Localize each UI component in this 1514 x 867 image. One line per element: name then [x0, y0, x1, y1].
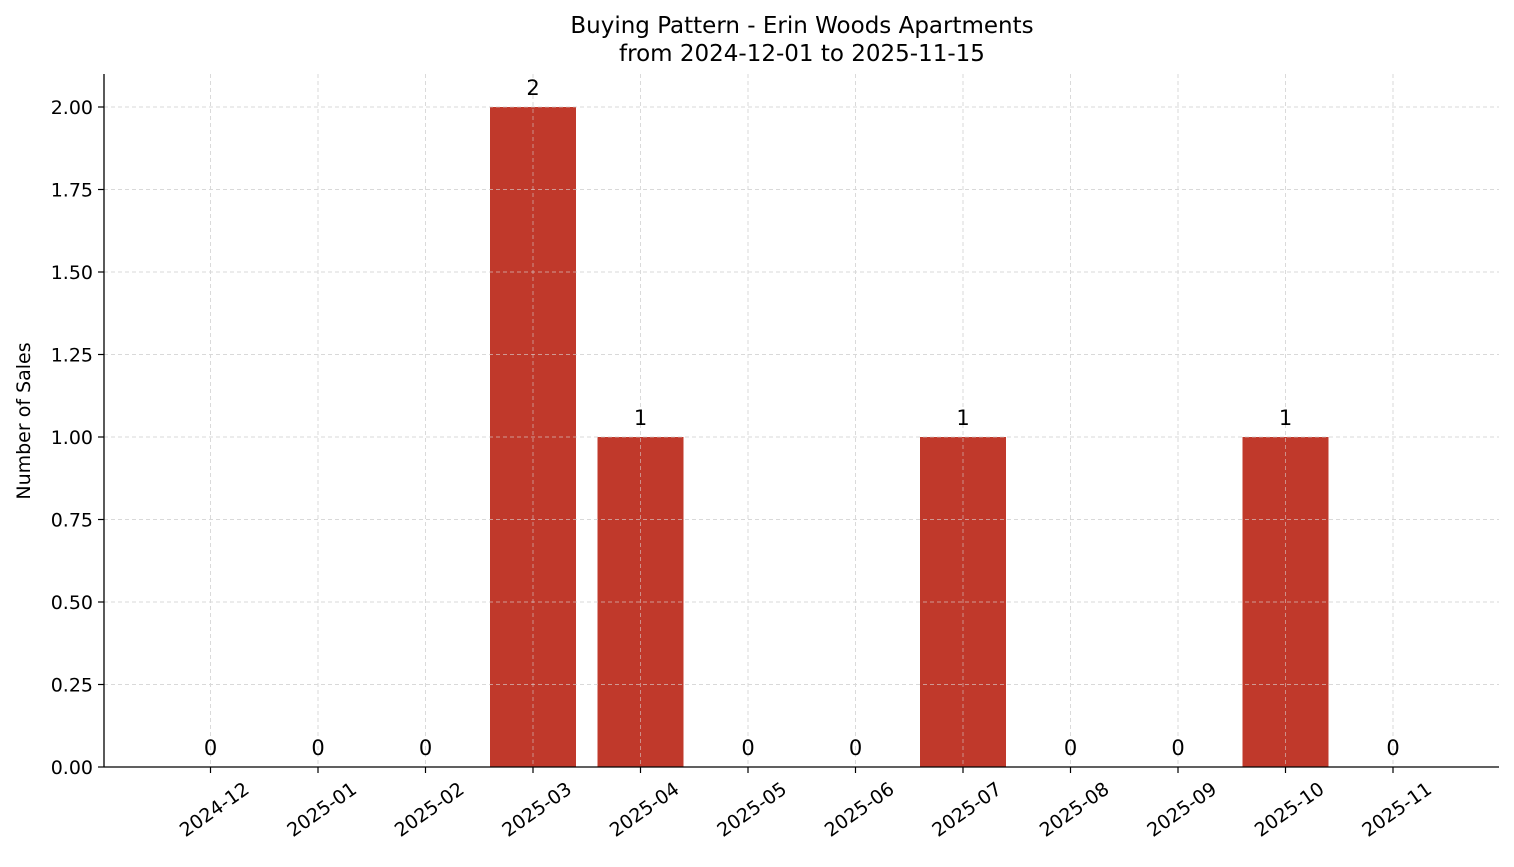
y-axis-title: Number of Sales [13, 342, 35, 499]
bar-value-label: 0 [311, 736, 324, 760]
x-tick-label: 2025-11 [1358, 778, 1436, 842]
bar-value-label: 0 [204, 736, 217, 760]
bar-value-label: 0 [849, 736, 862, 760]
bar-value-label: 1 [1279, 406, 1292, 430]
x-tick-label: 2025-03 [498, 778, 576, 842]
bar-value-label: 1 [634, 406, 647, 430]
ticks-layer: 0.00 0.25 0.50 0.75 1.00 1.25 1.50 1.75 2.00 2024… [51, 97, 1436, 842]
x-tick-label: 2025-06 [821, 778, 899, 842]
bar-value-label: 2 [526, 76, 539, 100]
x-tick-label: 2025-02 [391, 778, 469, 842]
y-tick-label: 1.00 [51, 427, 93, 449]
x-tick-label: 2025-01 [283, 778, 361, 842]
x-tick-label: 2025-05 [713, 778, 791, 842]
bar-value-label: 0 [1386, 736, 1399, 760]
y-tick-label: 1.75 [51, 180, 93, 202]
data-labels-layer: 0 0 0 2 1 0 0 1 0 0 1 0 [204, 76, 1400, 760]
x-tick-label: 2025-07 [928, 778, 1006, 842]
x-tick-label: 2025-04 [606, 778, 684, 842]
y-tick-label: 0.50 [51, 592, 93, 614]
bar-value-label: 0 [1171, 736, 1184, 760]
chart-title: Buying Pattern - Erin Woods Apartments [570, 13, 1033, 39]
bar-value-label: 1 [956, 406, 969, 430]
y-tick-label: 1.50 [51, 262, 93, 284]
x-tick-label: 2025-10 [1251, 778, 1329, 842]
y-tick-label: 1.25 [51, 345, 93, 367]
y-tick-label: 2.00 [51, 97, 93, 119]
x-tick-label: 2025-08 [1036, 778, 1114, 842]
y-tick-label: 0.75 [51, 510, 93, 532]
bar-value-label: 0 [741, 736, 754, 760]
bar-value-label: 0 [419, 736, 432, 760]
chart-subtitle: from 2024-12-01 to 2025-11-15 [619, 41, 985, 67]
y-tick-label: 0.00 [51, 757, 93, 779]
x-tick-label: 2025-09 [1143, 778, 1221, 842]
bar-value-label: 0 [1064, 736, 1077, 760]
y-tick-label: 0.25 [51, 675, 93, 697]
x-tick-label: 2024-12 [176, 778, 254, 842]
